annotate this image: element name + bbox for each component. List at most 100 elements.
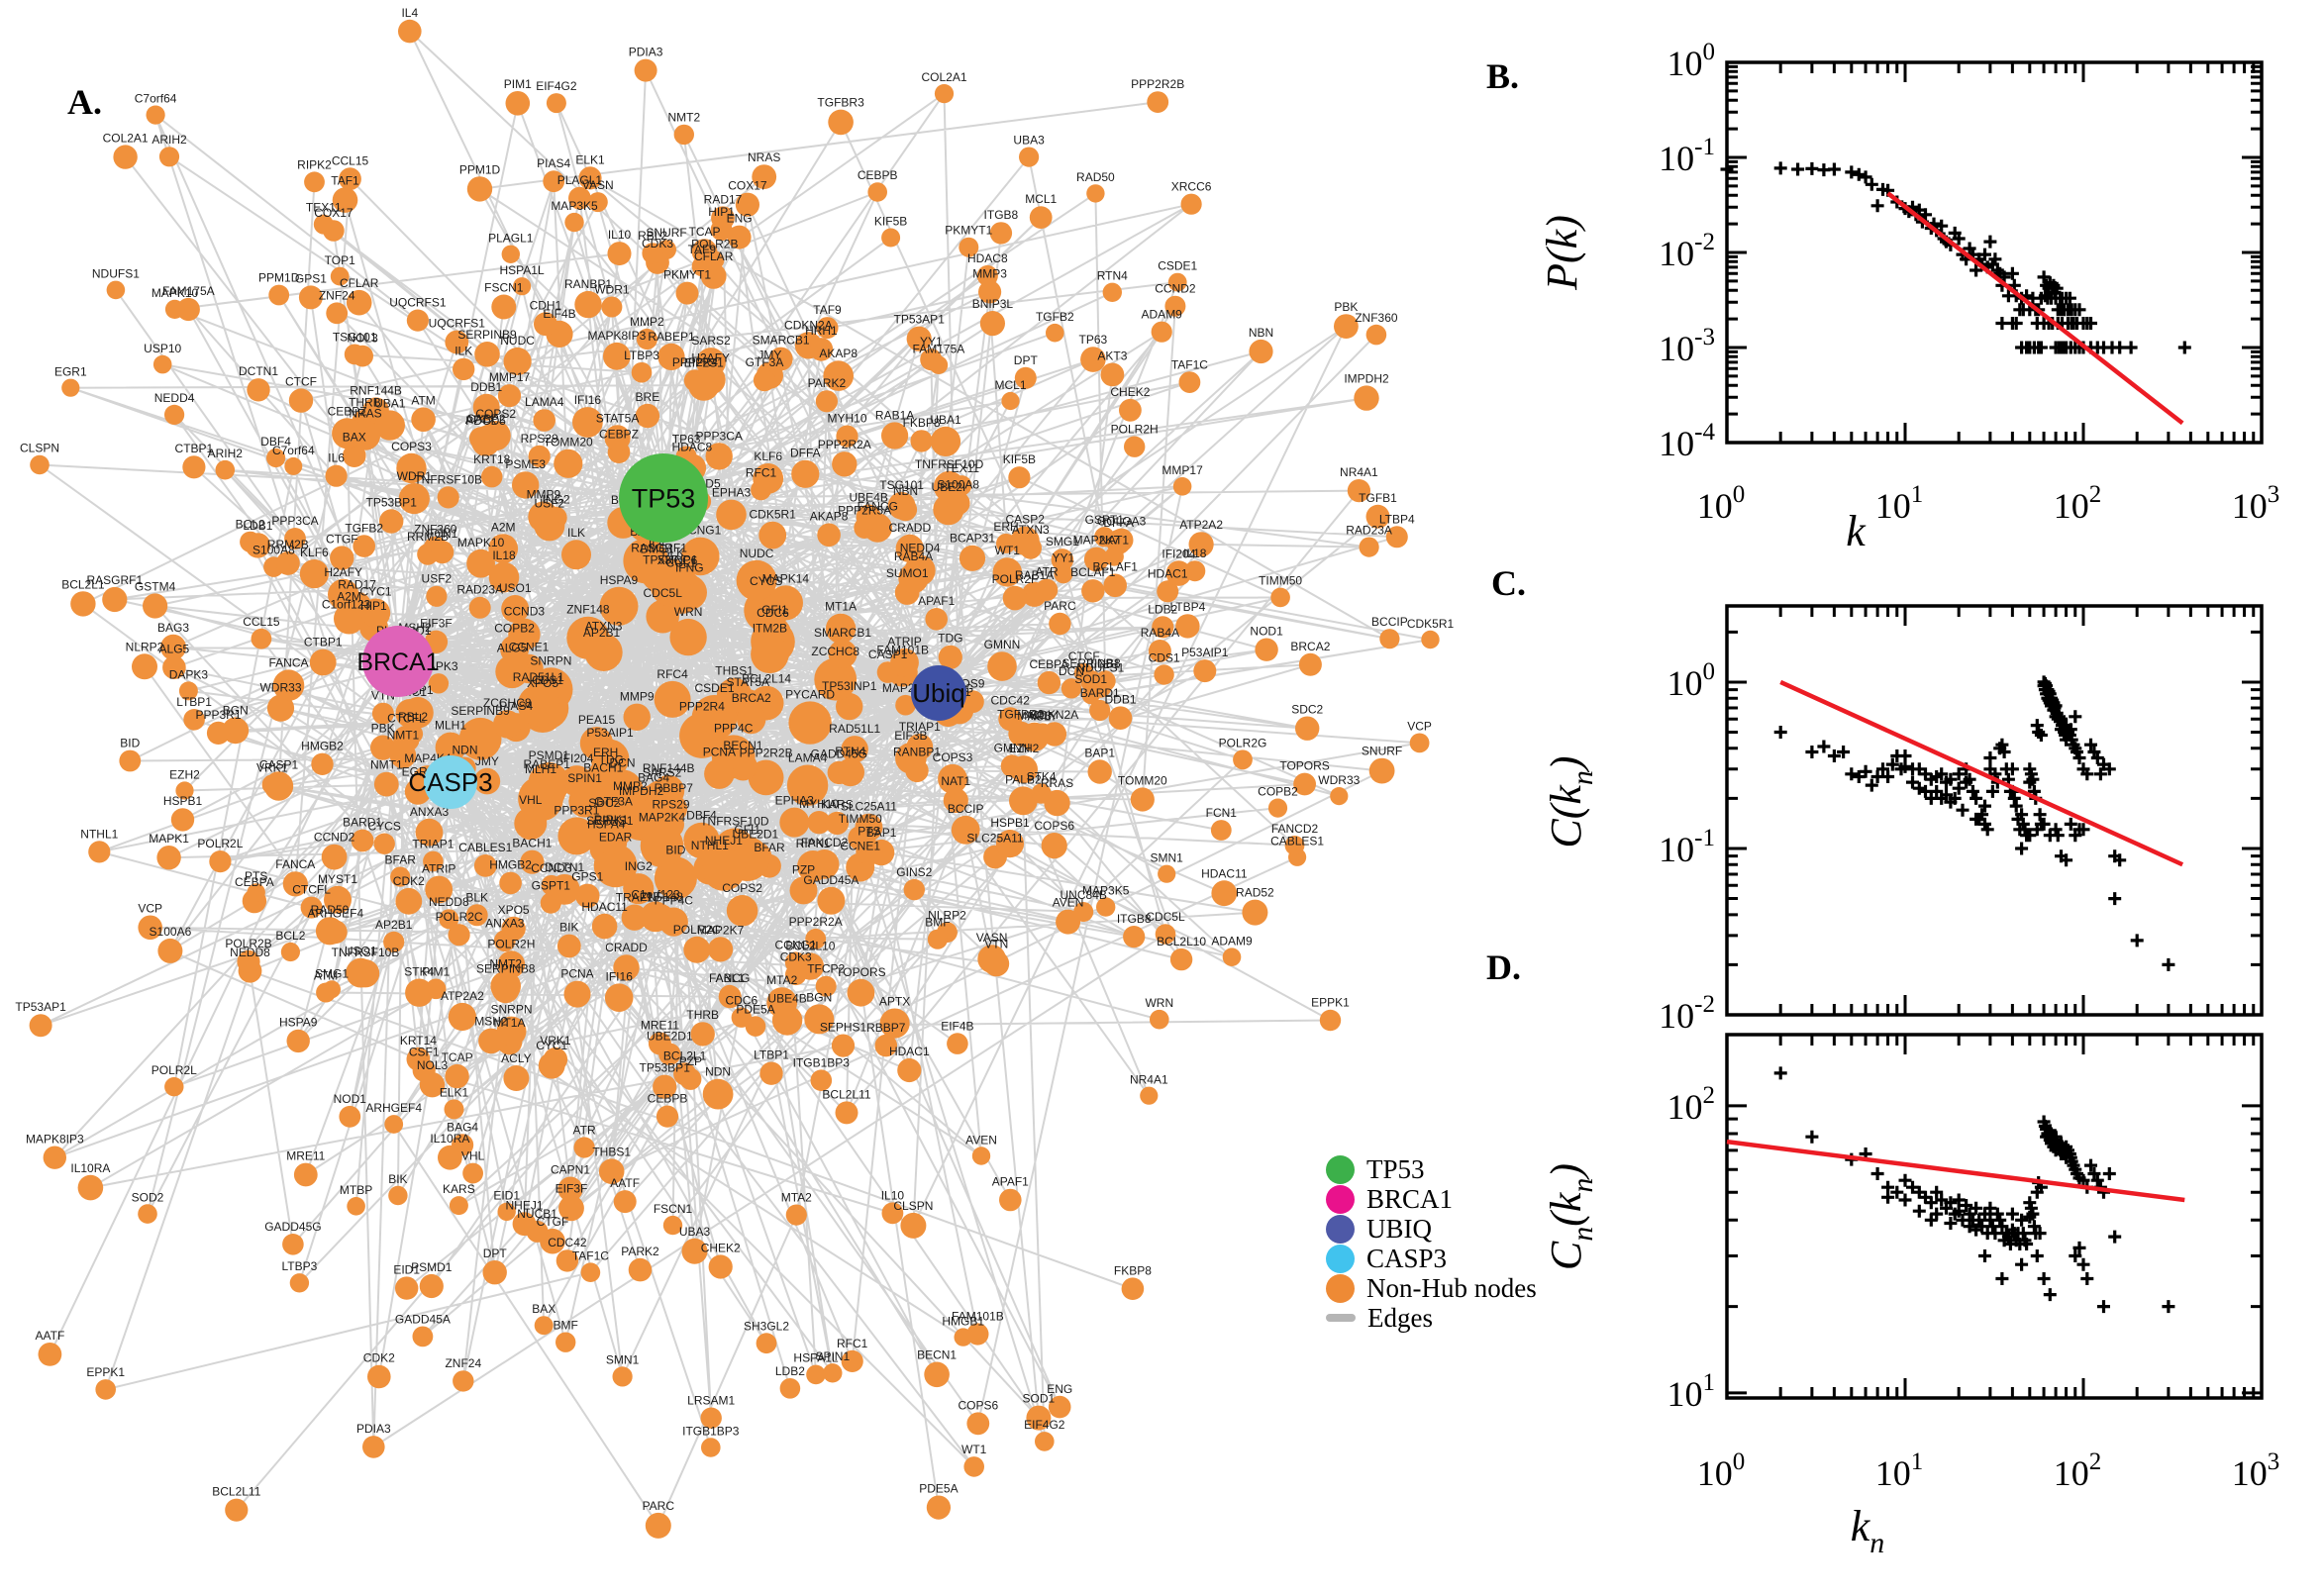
network-node-label: DAPK3: [169, 668, 209, 682]
network-node-label: PLAGL1: [557, 173, 603, 187]
network-node-label: RASGRF1: [86, 573, 143, 587]
network-node: [1147, 91, 1169, 113]
network-node: [817, 523, 841, 548]
network-node: [406, 309, 429, 332]
network-node: [395, 699, 425, 728]
network-node: [206, 721, 231, 746]
network-node-label: KIF5B: [874, 215, 907, 229]
network-node: [237, 949, 260, 974]
network-node: [251, 628, 272, 649]
network-node-label: VASN: [976, 931, 1008, 945]
network-node-label: THRB: [349, 396, 381, 410]
network-node-label: NBN: [1249, 326, 1273, 340]
network-node-label: THBS1: [592, 1145, 631, 1158]
network-node-label: CDC5L: [644, 586, 683, 600]
network-node-label: EIF4G2: [536, 79, 577, 93]
network-node: [966, 1323, 989, 1346]
network-node: [390, 866, 411, 887]
network-node-label: MYH10: [799, 797, 839, 811]
network-node-label: COX17: [314, 206, 354, 220]
network-node: [311, 752, 334, 775]
legend-label: UBIQ: [1366, 1213, 1432, 1244]
casp3-dot-icon: [1326, 1244, 1355, 1273]
network-node: [881, 422, 909, 449]
network-node: [841, 1349, 863, 1372]
network-node-label: MAP2K7: [1073, 534, 1121, 548]
network-node-label: TP53BP1: [640, 1061, 691, 1075]
network-node: [992, 557, 1022, 587]
network-node: [1029, 206, 1053, 230]
network-node-label: EPPK1: [86, 1365, 125, 1379]
tick-label: 102: [2054, 481, 2102, 526]
network-node-label: EPHA3: [712, 486, 752, 500]
legend-label: CASP3: [1366, 1243, 1448, 1273]
network-node: [534, 312, 557, 337]
network-node: [313, 214, 334, 235]
network-node-label: SUMO1: [886, 566, 929, 580]
network-node-label: POLR2C: [436, 910, 483, 924]
tick-label: 10-2: [1659, 229, 1715, 273]
network-node-label: RBBP7: [866, 1021, 906, 1035]
network-node: [288, 388, 314, 413]
network-node: [978, 280, 1002, 304]
network-node-label: IL10: [881, 1189, 905, 1203]
network-node: [119, 749, 142, 772]
network-node: [695, 364, 726, 395]
network-node-label: CSF1: [409, 1045, 440, 1058]
tick-label: 100: [1697, 1448, 1746, 1493]
network-node-label: HMGB2: [301, 740, 344, 753]
network-node-label: IFNG: [675, 561, 704, 575]
network-node: [351, 959, 380, 988]
network-node-label: A2M: [491, 520, 516, 534]
network-node-label: AATF: [36, 1329, 65, 1343]
network-node-label: CYCS: [750, 574, 782, 588]
network-node: [1359, 537, 1379, 557]
network-node: [113, 145, 138, 169]
network-node-label: KRT18: [473, 452, 510, 466]
network-node: [572, 407, 603, 438]
network-node-label: DPT: [483, 1247, 508, 1260]
network-node-label: BAX: [532, 1302, 556, 1316]
network-node: [825, 613, 857, 645]
network-node-label: NLRP2: [126, 640, 164, 653]
network-node-label: ALG5: [497, 642, 528, 655]
network-node-label: UBE4B: [850, 491, 888, 505]
network-node: [841, 736, 868, 763]
network-node-label: CFLAR: [340, 276, 379, 290]
network-node: [102, 586, 128, 613]
network-node: [321, 844, 348, 870]
network-node: [673, 124, 694, 146]
network-node-label: IMPDH2: [619, 784, 664, 798]
network-node-label: RIPK2: [297, 158, 332, 172]
brca1-dot-icon: [1326, 1184, 1355, 1214]
network-node: [280, 942, 300, 962]
network-node-label: MTA2: [781, 1191, 812, 1205]
plot-ticks: [1725, 1035, 2264, 1398]
network-node-label: RAD23A: [1346, 524, 1392, 538]
network-node: [1233, 749, 1253, 770]
network-node: [817, 886, 846, 915]
network-node: [1222, 948, 1242, 966]
network-node: [1242, 899, 1268, 926]
network-node: [779, 1378, 801, 1399]
network-node: [419, 1273, 444, 1299]
tp53-dot-icon: [1326, 1154, 1355, 1184]
network-node-label: WRN: [1145, 996, 1173, 1010]
network-node-label: ATR: [1036, 565, 1059, 579]
network-node: [546, 93, 566, 114]
network-node-label: EID1: [393, 1262, 420, 1276]
network-node-label: CCND3: [504, 605, 546, 619]
network-node: [178, 681, 198, 701]
network-node: [1041, 833, 1067, 859]
network-node-label: CDK2: [393, 874, 425, 888]
network-node-label: CDK3: [642, 237, 673, 250]
legend-label: Non-Hub nodes: [1366, 1272, 1537, 1303]
network-node: [495, 654, 529, 689]
tick-label: 101: [1875, 1448, 1924, 1493]
network-node: [1010, 755, 1038, 784]
network-node-label: TGFB2: [345, 521, 383, 535]
network-node-label: GADD45A: [803, 873, 858, 887]
network-node-label: CEBPZ: [328, 404, 367, 418]
plot-c: 100 10-1 10-2 C(kn​): [1542, 604, 2264, 1036]
network-node-label: ATRIP: [422, 862, 455, 876]
